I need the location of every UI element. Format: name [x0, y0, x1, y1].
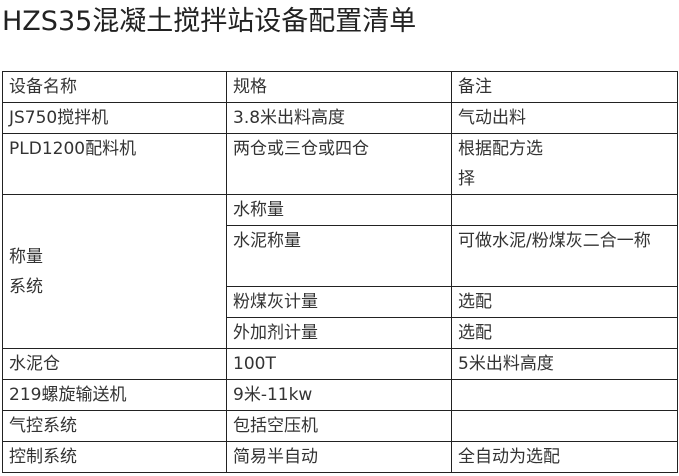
table-header-row: 设备名称 规格 备注	[2, 71, 678, 103]
header-cell: 备注	[451, 71, 678, 103]
spec-cell: 两仓或三仓或四仓	[226, 133, 452, 195]
table-row: 219螺旋输送机 9米-11kw	[2, 379, 678, 411]
note-cell: 全自动为选配	[451, 441, 678, 473]
spec-cell: 水泥称量	[226, 225, 452, 287]
table-row: 气控系统 包括空压机	[2, 410, 678, 442]
equipment-table: 设备名称 规格 备注 JS750搅拌机 3.8米出料高度 气动出料 PLD120…	[2, 71, 678, 473]
note-cell: 可做水泥/粉煤灰二合一称	[451, 225, 678, 287]
table-row: 外加剂计量 选配	[3, 317, 678, 349]
note-cell: 气动出料	[451, 102, 678, 134]
table-row: 水泥仓 100T 5米出料高度	[2, 348, 678, 380]
spec-cell: 包括空压机	[226, 410, 452, 442]
name-cell: 219螺旋输送机	[2, 379, 227, 411]
spec-cell: 简易半自动	[226, 441, 452, 473]
table-row: 称量系统 水称量	[2, 194, 678, 349]
table-row: PLD1200配料机 两仓或三仓或四仓 根据配方选择	[2, 133, 678, 195]
table-row: 控制系统 简易半自动 全自动为选配	[2, 441, 678, 473]
name-cell: PLD1200配料机	[2, 133, 227, 195]
header-cell: 规格	[226, 71, 452, 103]
name-cell: 控制系统	[2, 441, 227, 473]
table-row: 粉煤灰计量 选配	[3, 286, 678, 318]
name-cell: 水泥仓	[2, 348, 227, 380]
spec-cell: 3.8米出料高度	[226, 102, 452, 134]
table-row: 水泥称量 可做水泥/粉煤灰二合一称	[3, 225, 678, 287]
note-cell: 选配	[451, 286, 678, 318]
name-cell: JS750搅拌机	[2, 102, 227, 134]
spec-cell: 粉煤灰计量	[226, 286, 452, 318]
spec-cell: 9米-11kw	[226, 379, 452, 411]
page-title: HZS35混凝土搅拌站设备配置清单	[2, 6, 417, 37]
note-cell: 根据配方选择	[451, 133, 678, 195]
name-cell: 称量系统	[2, 194, 227, 349]
spec-cell: 水称量	[226, 194, 452, 226]
table-row: JS750搅拌机 3.8米出料高度 气动出料	[2, 102, 678, 134]
note-cell: 5米出料高度	[451, 348, 678, 380]
spec-cell: 外加剂计量	[226, 317, 452, 349]
spec-cell: 100T	[226, 348, 452, 380]
note-cell	[451, 410, 678, 442]
name-cell: 气控系统	[2, 410, 227, 442]
note-cell	[451, 379, 678, 411]
header-cell: 设备名称	[2, 71, 227, 103]
note-cell	[451, 194, 678, 226]
note-cell: 选配	[451, 317, 678, 349]
